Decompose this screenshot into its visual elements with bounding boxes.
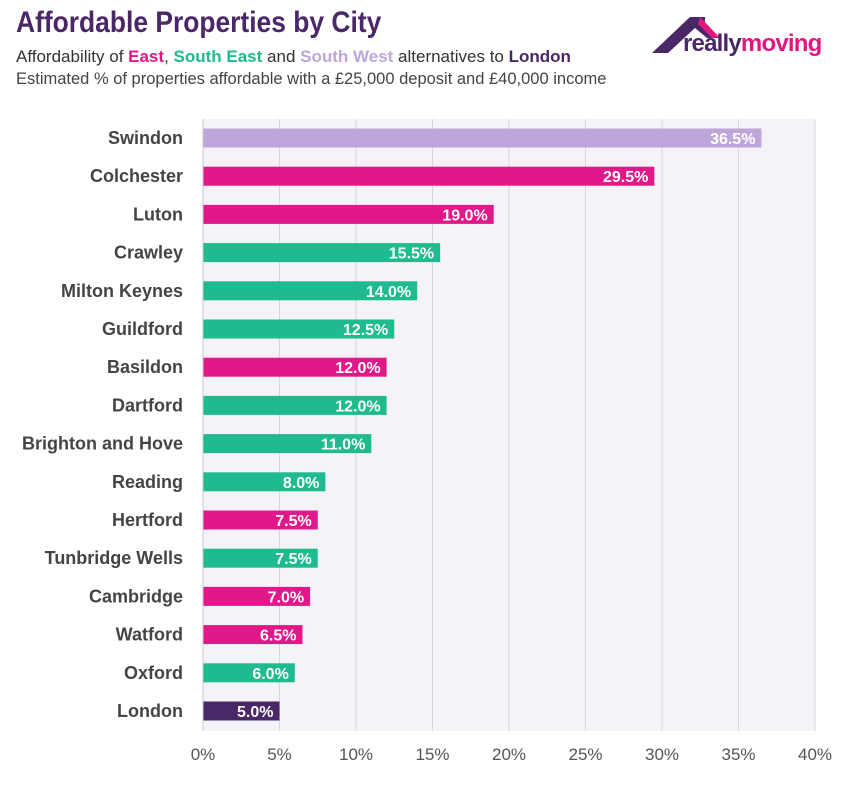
chart-subtitle: Affordability of East, South East and So… <box>16 47 571 67</box>
subtitle-prefix: Affordability of <box>16 47 129 66</box>
bar <box>203 625 303 645</box>
subtitle-sep2: and <box>262 47 301 66</box>
category-label: Cambridge <box>89 586 183 606</box>
data-label: 12.0% <box>335 360 380 377</box>
bar <box>203 548 318 568</box>
bar <box>203 204 494 224</box>
category-label: Oxford <box>124 663 183 683</box>
category-label: Hertford <box>112 510 183 530</box>
bar <box>203 166 655 186</box>
category-label: Luton <box>133 204 183 224</box>
data-label: 6.0% <box>252 666 288 683</box>
x-tick-label: 35% <box>721 745 755 764</box>
subtitle-south-west: South West <box>300 47 394 66</box>
subtitle-south-east: South East <box>173 47 263 66</box>
category-label: Reading <box>112 472 183 492</box>
category-label: Dartford <box>112 395 183 415</box>
data-label: 7.5% <box>275 551 311 568</box>
subtitle-east: East <box>128 47 165 66</box>
bar <box>203 319 395 339</box>
logo-part-really: really <box>683 30 742 57</box>
category-label: London <box>117 701 183 721</box>
subtitle-london: London <box>508 47 571 66</box>
data-label: 7.0% <box>268 589 304 606</box>
category-label: Colchester <box>90 166 183 186</box>
bar <box>203 586 311 606</box>
data-label: 5.0% <box>237 704 273 721</box>
x-tick-label: 20% <box>492 745 526 764</box>
category-label: Guildford <box>102 319 183 339</box>
category-label: Brighton and Hove <box>22 434 183 454</box>
data-label: 12.5% <box>343 322 388 339</box>
category-label: Tunbridge Wells <box>45 548 183 568</box>
bar <box>203 472 326 492</box>
logo-wordmark: reallymoving <box>683 30 822 58</box>
x-tick-label: 25% <box>568 745 602 764</box>
category-label: Swindon <box>108 128 183 148</box>
data-label: 11.0% <box>321 437 365 454</box>
data-label: 12.0% <box>335 398 380 415</box>
bar <box>203 128 762 148</box>
data-label: 19.0% <box>442 207 487 224</box>
bar <box>203 357 387 377</box>
bar <box>203 663 295 683</box>
category-label: Crawley <box>114 243 183 263</box>
bar <box>203 510 318 530</box>
x-tick-label: 0% <box>191 745 216 764</box>
logo-part-moving: moving <box>740 30 822 57</box>
x-tick-label: 5% <box>267 745 292 764</box>
x-tick-label: 30% <box>645 745 679 764</box>
bar <box>203 243 441 263</box>
data-label: 29.5% <box>603 169 648 186</box>
house-roof-icon <box>652 17 720 53</box>
subtitle-mid: alternatives to <box>393 47 509 66</box>
category-label: Basildon <box>107 357 183 377</box>
chart-note: Estimated % of properties affordable wit… <box>16 70 607 88</box>
data-label: 7.5% <box>275 513 311 530</box>
data-label: 8.0% <box>283 475 319 492</box>
bar <box>203 281 418 301</box>
category-label: Watford <box>116 625 183 645</box>
data-label: 14.0% <box>366 284 411 301</box>
data-label: 15.5% <box>389 246 434 263</box>
x-tick-label: 10% <box>339 745 373 764</box>
x-tick-label: 40% <box>798 745 832 764</box>
data-label: 6.5% <box>260 628 296 645</box>
bar <box>203 434 372 454</box>
bar <box>203 395 387 415</box>
data-label: 36.5% <box>710 131 755 148</box>
subtitle-sep1: , <box>164 47 174 66</box>
category-label: Milton Keynes <box>61 281 183 301</box>
chart-title: Affordable Properties by City <box>16 6 382 39</box>
bar <box>203 701 280 721</box>
x-tick-label: 15% <box>415 745 449 764</box>
